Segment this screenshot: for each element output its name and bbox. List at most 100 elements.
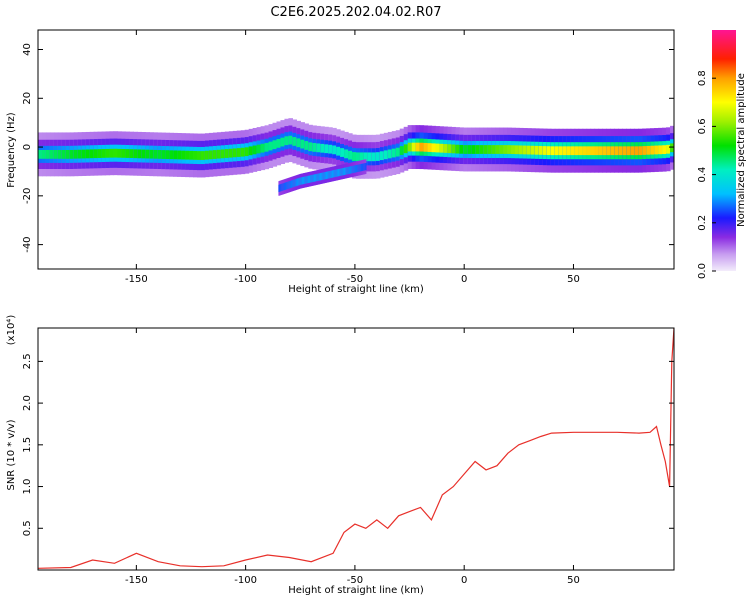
snr-x-label: Height of straight line (km) bbox=[288, 585, 424, 596]
ridge-band-cell bbox=[371, 152, 377, 162]
ridge-band-cell bbox=[85, 149, 91, 159]
ridge-band-cell bbox=[69, 149, 75, 159]
colorbar-tick-label: 0.4 bbox=[697, 167, 708, 183]
ridge-band-cell bbox=[264, 142, 270, 152]
ridge-band-cell bbox=[113, 148, 119, 158]
ridge-band-cell bbox=[73, 149, 79, 159]
x-tick-label: 0 bbox=[461, 575, 467, 586]
ridge-band-cell bbox=[467, 145, 472, 154]
ridge-band-cell bbox=[383, 150, 389, 160]
chart-title: C2E6.2025.202.04.02.R07 bbox=[270, 5, 441, 20]
ridge-band-cell bbox=[499, 145, 504, 154]
ridge-band-cell bbox=[590, 146, 596, 156]
ridge-band-cell bbox=[610, 146, 615, 156]
ridge-band-cell bbox=[308, 142, 313, 152]
y-tick-label: 1.5 bbox=[22, 437, 33, 453]
x-tick-label: -150 bbox=[125, 274, 148, 285]
ridge-band-cell bbox=[439, 143, 445, 153]
ridge-band-cell bbox=[109, 148, 115, 158]
ridge-band-cell bbox=[228, 148, 234, 158]
ridge-band-cell bbox=[208, 150, 214, 160]
ridge-band-cell bbox=[606, 146, 611, 156]
ridge-band-cell bbox=[642, 146, 647, 155]
branch-band-cell bbox=[365, 162, 367, 171]
colorbar-tick-label: 0.0 bbox=[697, 263, 708, 279]
ridge-band-cell bbox=[403, 144, 409, 154]
ridge-band-cell bbox=[662, 145, 667, 155]
ridge-band-cell bbox=[415, 142, 421, 152]
ridge-band-cell bbox=[332, 145, 337, 155]
ridge-band-cell bbox=[562, 146, 568, 156]
ridge-band-cell bbox=[224, 149, 230, 158]
ridge-band-cell bbox=[419, 142, 425, 152]
ridge-band-cell bbox=[375, 152, 381, 161]
ridge-band-cell bbox=[455, 144, 460, 154]
ridge-band-cell bbox=[324, 144, 329, 154]
ridge-band-cell bbox=[328, 144, 333, 154]
ridge-band-cell bbox=[252, 145, 258, 155]
ridge-band-cell bbox=[427, 143, 433, 152]
ridge-band-cell bbox=[522, 145, 528, 155]
ridge-band-cell bbox=[197, 151, 202, 160]
ridge-band-cell bbox=[638, 146, 643, 156]
ridge-band-cell bbox=[367, 152, 373, 162]
ridge-band-cell bbox=[399, 146, 405, 155]
ridge-band-cell bbox=[634, 146, 639, 156]
ridge-band-cell bbox=[149, 149, 154, 159]
ridge-band-cell bbox=[204, 150, 210, 160]
y-tick-label: 2.5 bbox=[22, 353, 33, 369]
ridge-band-cell bbox=[236, 148, 242, 157]
ridge-band-cell bbox=[340, 148, 345, 157]
ridge-band-cell bbox=[554, 146, 560, 156]
ridge-band-cell bbox=[459, 144, 464, 154]
ridge-band-cell bbox=[359, 152, 365, 162]
ridge-band-cell bbox=[582, 146, 588, 156]
ridge-band-cell bbox=[578, 146, 584, 156]
ridge-band-cell bbox=[276, 138, 282, 148]
ridge-band-cell bbox=[550, 146, 556, 156]
ridge-band-cell bbox=[431, 143, 437, 153]
ridge-band-cell bbox=[300, 139, 305, 149]
ridge-band-cell bbox=[352, 152, 357, 161]
ridge-band-cell bbox=[189, 150, 194, 160]
ridge-band-cell bbox=[475, 145, 480, 154]
ridge-band-cell bbox=[566, 146, 572, 156]
ridge-band-cell bbox=[447, 144, 452, 154]
ridge-band-cell bbox=[654, 145, 659, 155]
x-tick-label: 50 bbox=[567, 575, 580, 586]
ridge-band-cell bbox=[65, 149, 71, 159]
ridge-band-cell bbox=[165, 150, 170, 160]
ridge-band-cell bbox=[530, 145, 536, 155]
spectrogram-panel: -150 -100 -50 0 50 -40 -20 0 20 40 Height of str… bbox=[6, 29, 675, 295]
ridge-band-cell bbox=[125, 149, 131, 158]
ridge-band-cell bbox=[363, 152, 369, 162]
ridge-band-cell bbox=[344, 149, 349, 159]
ridge-band-cell bbox=[284, 136, 290, 146]
ridge-band-cell bbox=[232, 148, 238, 158]
ridge-band-cell bbox=[185, 150, 190, 160]
ridge-band-cell bbox=[216, 149, 222, 159]
colorbar-gradient bbox=[712, 30, 736, 271]
ridge-band-cell bbox=[594, 146, 600, 156]
ridge-band-cell bbox=[81, 149, 87, 159]
colorbar-ticks: 0.0 0.2 0.4 0.6 0.8 bbox=[697, 70, 716, 279]
ridge-band-cell bbox=[463, 145, 468, 154]
y-tick-label: 0.5 bbox=[22, 520, 33, 536]
ridge-band-cell bbox=[45, 149, 51, 159]
ridge-band-cell bbox=[105, 148, 111, 158]
ridge-band-cell bbox=[57, 149, 63, 159]
ridge-band-cell bbox=[89, 149, 95, 159]
snr-data bbox=[38, 328, 674, 569]
ridge-band-cell bbox=[507, 145, 512, 154]
ridge-band-cell bbox=[133, 149, 138, 159]
y-tick-label: 20 bbox=[22, 92, 33, 105]
ridge-band-cell bbox=[407, 142, 413, 152]
ridge-band-cell bbox=[586, 146, 592, 156]
ridge-band-cell bbox=[356, 152, 361, 162]
ridge-band-cell bbox=[348, 150, 353, 160]
ridge-band-cell bbox=[570, 146, 576, 156]
ridge-band-cell bbox=[435, 143, 441, 153]
ridge-band-cell bbox=[411, 142, 417, 152]
snr-y-ticks: 0.5 1.0 1.5 2.0 2.5 bbox=[22, 353, 674, 536]
